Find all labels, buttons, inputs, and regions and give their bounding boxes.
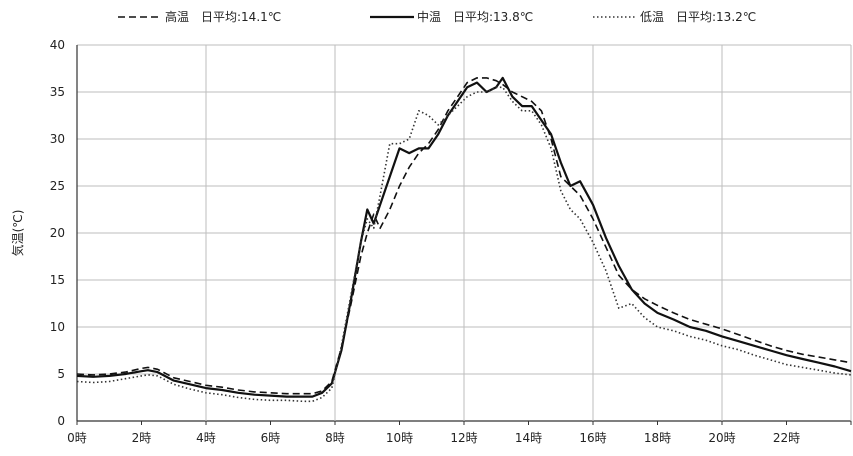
y-tick-label: 35 xyxy=(50,85,65,99)
series-line-低温 xyxy=(76,86,852,403)
series-line-中温 xyxy=(76,76,852,398)
y-tick-label: 30 xyxy=(50,132,65,146)
series-lines xyxy=(76,76,852,403)
x-tick-label: 6時 xyxy=(261,431,281,445)
y-tick-label: 10 xyxy=(50,320,65,334)
legend-label-高温: 高温 日平均:14.1℃ xyxy=(165,9,281,24)
x-tick-label: 10時 xyxy=(386,431,413,445)
series-line-高温 xyxy=(76,77,852,395)
y-tick-label: 0 xyxy=(57,414,65,428)
x-tick-label: 8時 xyxy=(325,431,345,445)
y-tick-label: 20 xyxy=(50,226,65,240)
x-tick-label: 20時 xyxy=(708,431,735,445)
legend-label-低温: 低温 日平均:13.2℃ xyxy=(640,10,756,24)
x-tick-label: 0時 xyxy=(67,431,87,445)
legend-label-中温: 中温 日平均:13.8℃ xyxy=(417,9,533,24)
legend: 高温 日平均:14.1℃ 中温 日平均:13.8℃ 低温 日平均:13.2℃ xyxy=(118,9,756,24)
x-tick-label: 22時 xyxy=(773,431,800,445)
x-tick-label: 4時 xyxy=(196,431,216,445)
y-tick-label: 5 xyxy=(57,367,65,381)
y-tick-label: 40 xyxy=(50,38,65,52)
y-tick-label: 25 xyxy=(50,179,65,193)
x-tick-label: 16時 xyxy=(579,431,606,445)
x-tick-label: 14時 xyxy=(515,431,542,445)
y-tick-labels: 0 5 10 15 20 25 30 35 40 xyxy=(50,38,65,428)
grid xyxy=(76,44,852,425)
x-tick-labels: 0時 2時 4時 6時 8時 10時 12時 14時 16時 18時 20時 22時 xyxy=(67,431,800,445)
x-tick-label: 12時 xyxy=(450,431,477,445)
y-axis-label: 気温(℃) xyxy=(10,210,25,257)
y-tick-label: 15 xyxy=(50,273,65,287)
x-tick-label: 2時 xyxy=(132,431,152,445)
x-tick-label: 18時 xyxy=(644,431,671,445)
